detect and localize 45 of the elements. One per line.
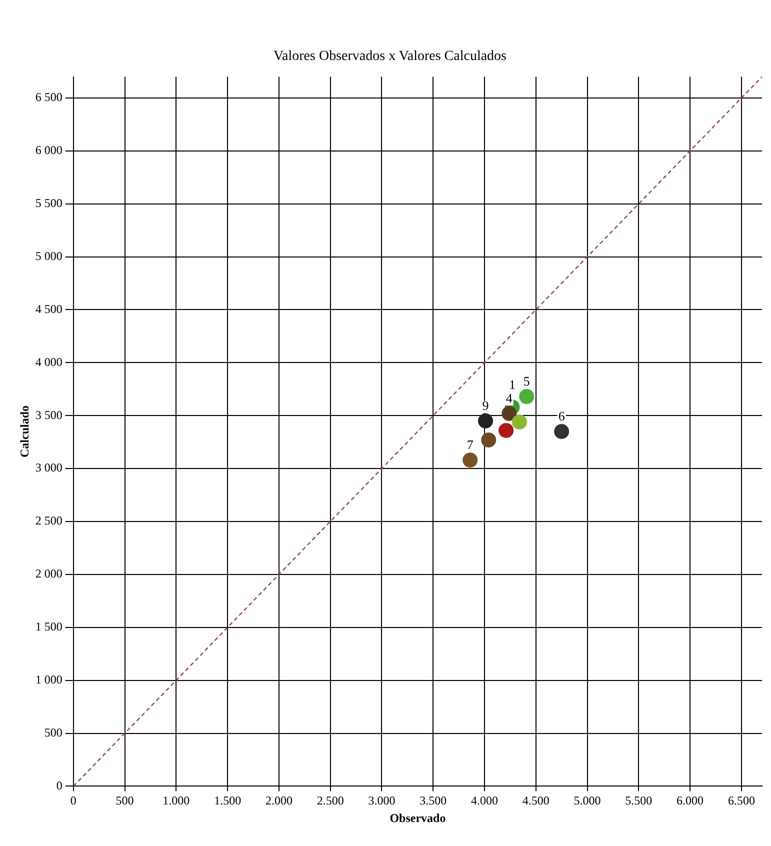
y-tick-label: 5 000 [35, 248, 62, 263]
y-tick-label: 3 500 [35, 408, 62, 422]
x-tick-label: 0 [70, 794, 76, 808]
x-axis-title: Observado [390, 810, 446, 825]
x-tick-label: 500 [116, 794, 134, 808]
y-tick-label: 4 000 [35, 354, 62, 369]
y-tick-label: 4 500 [35, 302, 62, 316]
point [554, 424, 570, 439]
y-tick-label: 500 [44, 725, 62, 740]
x-tick-label: 5.500 [625, 794, 652, 808]
annotation: 1 [509, 377, 516, 392]
y-tick-label: 3 000 [35, 460, 62, 475]
point [512, 414, 527, 430]
y-tick-label: 6 500 [35, 90, 62, 104]
annotation: 5 [523, 373, 530, 388]
annotation: 4 [506, 390, 513, 406]
x-tick-label: 4.000 [471, 794, 498, 808]
x-tick-label: 6.500 [728, 794, 755, 808]
x-tick-label: 6.000 [676, 794, 704, 808]
x-tick-label: 2.500 [316, 794, 344, 808]
y-tick-label: 0 [56, 778, 62, 792]
y-tick-label: 5 500 [35, 196, 62, 210]
y-axis-title: Calculado [17, 405, 32, 458]
point [502, 406, 517, 421]
point [519, 389, 534, 404]
x-tick-label: 4.500 [522, 794, 550, 808]
y-tick-label: 6 000 [35, 143, 62, 158]
x-tick-label: 1.000 [162, 794, 190, 808]
y-tick-label: 1 500 [35, 620, 62, 634]
annotation: 7 [466, 437, 474, 452]
y-tick-label: 2 500 [35, 514, 62, 528]
annotation: 6 [558, 408, 566, 424]
x-tick-label: 5.000 [574, 794, 601, 808]
y-tick-label: 2 000 [35, 566, 62, 581]
annotation: 9 [482, 398, 489, 413]
x-tick-label: 2.000 [265, 794, 292, 808]
point [478, 413, 494, 428]
x-tick-label: 1.500 [214, 794, 242, 808]
chart-title: Valores Observados x Valores Calculados [273, 49, 507, 64]
y-tick-label: 1 000 [35, 672, 62, 686]
x-tick-label: 3.500 [420, 794, 447, 808]
point [498, 422, 514, 438]
x-tick-label: 3.000 [368, 794, 396, 808]
point [462, 452, 478, 468]
point [481, 432, 496, 448]
